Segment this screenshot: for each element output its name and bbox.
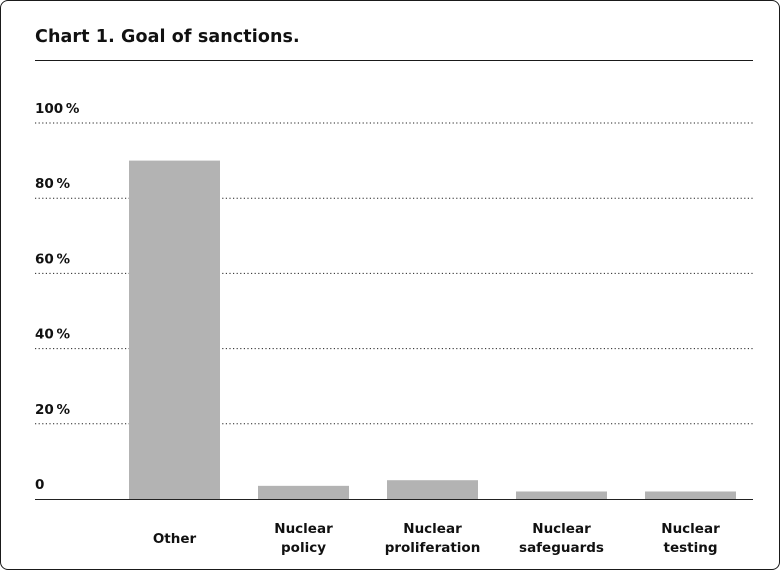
bar [258,485,349,499]
x-category-label-line: Nuclear [661,521,720,537]
y-tick-label: 40 % [35,327,70,343]
y-tick-label: 0 [35,477,44,493]
y-tick-label: 60 % [35,251,70,267]
x-category-label-line: policy [281,540,326,556]
y-tick-label: 80 % [35,176,70,192]
bar [516,491,607,499]
x-category-label-line: Nuclear [274,521,333,537]
bar [387,480,478,499]
bar [645,491,736,499]
chart-title: Chart 1. Goal of sanctions. [35,27,300,47]
x-category-label: Nuclear testing [661,521,720,556]
x-category-label-line: safeguards [519,540,604,556]
y-tick-labels: 0 20 % 40 % 60 % 80 % 100 % [35,101,80,493]
y-tick-label: 100 % [35,101,80,117]
title-divider [35,60,753,61]
x-category-label-line: Nuclear [403,521,462,537]
x-category-label-line: testing [664,540,718,556]
x-category-label: Other [153,531,197,547]
x-category-label: Nuclear proliferation [385,521,481,556]
bar [129,160,220,499]
x-category-label: Nuclear safeguards [519,521,604,556]
x-category-label-line: proliferation [385,540,481,556]
x-category-label-line: Nuclear [532,521,591,537]
bars [129,160,736,499]
y-tick-label: 20 % [35,402,70,418]
x-category-label: Nuclear policy [274,521,333,556]
